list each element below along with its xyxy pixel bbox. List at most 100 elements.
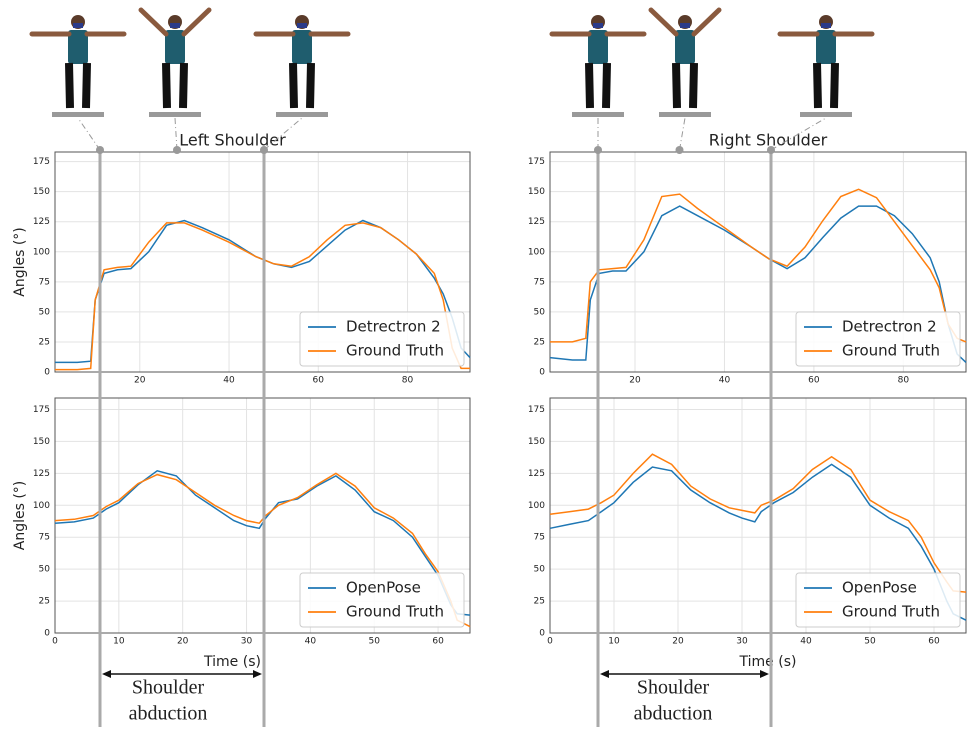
x-tick-label: 50 (864, 637, 876, 647)
annotation: Shoulder (132, 677, 205, 699)
y-tick-label: 25 (39, 597, 50, 607)
person-figure (651, 10, 719, 117)
x-tick-label: 60 (432, 637, 444, 647)
y-axis-label: Angles (°) (12, 481, 28, 551)
x-tick-label: 60 (313, 376, 325, 386)
phase-connector (680, 118, 686, 150)
y-tick-label: 50 (534, 565, 546, 575)
legend-label: Ground Truth (346, 603, 444, 621)
x-tick-label: 30 (736, 637, 748, 647)
phase-connector (175, 118, 177, 150)
mask (593, 23, 603, 28)
legend-label: OpenPose (346, 579, 421, 597)
mask (73, 23, 83, 28)
legs (69, 63, 87, 108)
y-tick-label: 150 (33, 437, 50, 447)
person-figure (552, 15, 644, 117)
x-tick-label: 20 (672, 637, 684, 647)
y-tick-label: 75 (39, 277, 50, 287)
x-tick-label: 40 (800, 637, 812, 647)
y-tick-label: 175 (33, 157, 50, 167)
y-tick-label: 100 (528, 247, 545, 257)
legend-label: Detrectron 2 (346, 318, 441, 336)
platform (149, 112, 201, 117)
y-tick-label: 150 (528, 437, 545, 447)
y-tick-label: 125 (528, 469, 545, 479)
y-tick-label: 0 (539, 368, 545, 378)
y-tick-label: 25 (39, 337, 50, 347)
phase-connector (78, 118, 100, 150)
legs (293, 63, 311, 108)
platform (800, 112, 852, 117)
platform (659, 112, 711, 117)
x-tick-label: 0 (547, 637, 553, 647)
x-tick-label: 40 (305, 637, 317, 647)
mask (297, 23, 307, 28)
y-tick-label: 125 (528, 217, 545, 227)
x-tick-label: 10 (113, 637, 125, 647)
y-tick-label: 25 (534, 597, 545, 607)
person-figure (780, 15, 872, 117)
y-tick-label: 0 (539, 629, 545, 639)
y-tick-label: 75 (534, 533, 545, 543)
chart-title: Left Shoulder (179, 131, 286, 150)
legend-label: Ground Truth (842, 603, 940, 621)
x-tick-label: 60 (808, 376, 820, 386)
y-tick-label: 150 (33, 187, 50, 197)
x-tick-label: 40 (223, 376, 235, 386)
y-tick-label: 100 (528, 501, 545, 511)
x-tick-label: 20 (134, 376, 146, 386)
legend-label: Ground Truth (842, 342, 940, 360)
legs (166, 63, 184, 108)
y-tick-label: 50 (39, 307, 51, 317)
y-tick-label: 175 (528, 405, 545, 415)
chart-title: Right Shoulder (709, 131, 828, 150)
y-axis-label: Angles (°) (12, 227, 28, 297)
y-tick-label: 100 (33, 247, 50, 257)
platform (52, 112, 104, 117)
person-figure (141, 10, 209, 117)
x-tick-label: 30 (241, 637, 253, 647)
x-tick-label: 10 (608, 637, 620, 647)
figure: 025507510012515017520406080Detrectron 2G… (0, 0, 968, 727)
person-figure (256, 15, 348, 117)
x-axis-label: Time (s) (203, 654, 261, 670)
x-tick-label: 20 (177, 637, 189, 647)
y-tick-label: 150 (528, 187, 545, 197)
x-tick-label: 80 (898, 376, 910, 386)
y-tick-label: 125 (33, 469, 50, 479)
x-tick-label: 20 (629, 376, 641, 386)
y-tick-label: 100 (33, 501, 50, 511)
data-line (550, 454, 966, 592)
y-tick-label: 75 (39, 533, 50, 543)
y-tick-label: 50 (534, 307, 546, 317)
legs (589, 63, 607, 108)
platform (276, 112, 328, 117)
legend-label: Detrectron 2 (842, 318, 937, 336)
person-figure (32, 15, 124, 117)
legend-label: OpenPose (842, 579, 917, 597)
x-tick-label: 40 (719, 376, 731, 386)
y-tick-label: 25 (534, 337, 545, 347)
x-tick-label: 60 (928, 637, 940, 647)
mask (821, 23, 831, 28)
platform (572, 112, 624, 117)
y-tick-label: 175 (528, 157, 545, 167)
legs (817, 63, 835, 108)
mask (170, 23, 180, 28)
x-tick-label: 0 (52, 637, 58, 647)
legs (676, 63, 694, 108)
y-tick-label: 0 (44, 629, 50, 639)
annotation: abduction (634, 703, 713, 725)
x-tick-label: 80 (402, 376, 414, 386)
annotation: abduction (129, 703, 208, 725)
y-tick-label: 175 (33, 405, 50, 415)
legend-label: Ground Truth (346, 342, 444, 360)
y-tick-label: 0 (44, 368, 50, 378)
y-tick-label: 75 (534, 277, 545, 287)
mask (680, 23, 690, 28)
annotation: Shoulder (637, 677, 710, 699)
y-tick-label: 125 (33, 217, 50, 227)
x-axis-label: Time (s) (739, 654, 797, 670)
y-tick-label: 50 (39, 565, 51, 575)
